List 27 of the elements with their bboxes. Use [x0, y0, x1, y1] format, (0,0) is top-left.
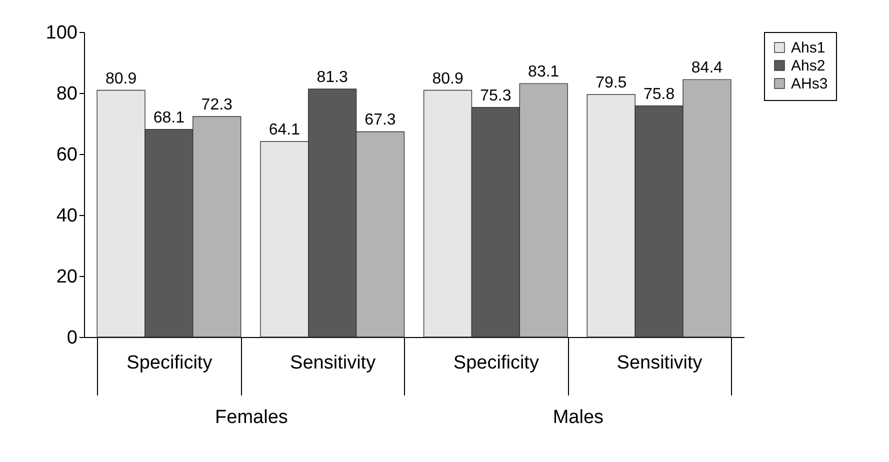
- y-tick-label: 20: [56, 266, 78, 288]
- data-label: 83.1: [528, 64, 560, 81]
- data-label: 75.3: [480, 87, 512, 104]
- y-tick-label: 0: [66, 328, 78, 348]
- data-label: 67.3: [364, 112, 396, 129]
- data-label: 64.1: [268, 121, 300, 138]
- y-tick-label: 60: [56, 144, 78, 166]
- data-label: 79.5: [596, 74, 627, 92]
- y-tick-label: 80: [56, 84, 78, 104]
- data-label: 75.8: [643, 86, 675, 103]
- legend-label: Ahs1: [791, 40, 826, 56]
- data-label: 68.1: [153, 109, 185, 126]
- data-label: 80.9: [105, 70, 137, 88]
- data-label: 80.9: [432, 70, 464, 88]
- legend-label: AHs3: [791, 76, 828, 92]
- data-label: 81.3: [316, 69, 348, 86]
- x-tick-label: Sensitivity: [616, 352, 703, 374]
- text: Males: [552, 407, 604, 428]
- legend-label: Ahs2: [791, 58, 826, 74]
- data-label: 84.4: [691, 60, 723, 77]
- x-tick-label: Sensitivity: [290, 352, 376, 374]
- y-tick-label: 100: [46, 22, 78, 44]
- data-label: 72.3: [201, 96, 233, 114]
- text: Females: [215, 407, 288, 428]
- x-tick-label: Specificity: [453, 352, 540, 374]
- x-tick-label: Specificity: [126, 352, 213, 374]
- y-tick-label: 40: [56, 206, 78, 226]
